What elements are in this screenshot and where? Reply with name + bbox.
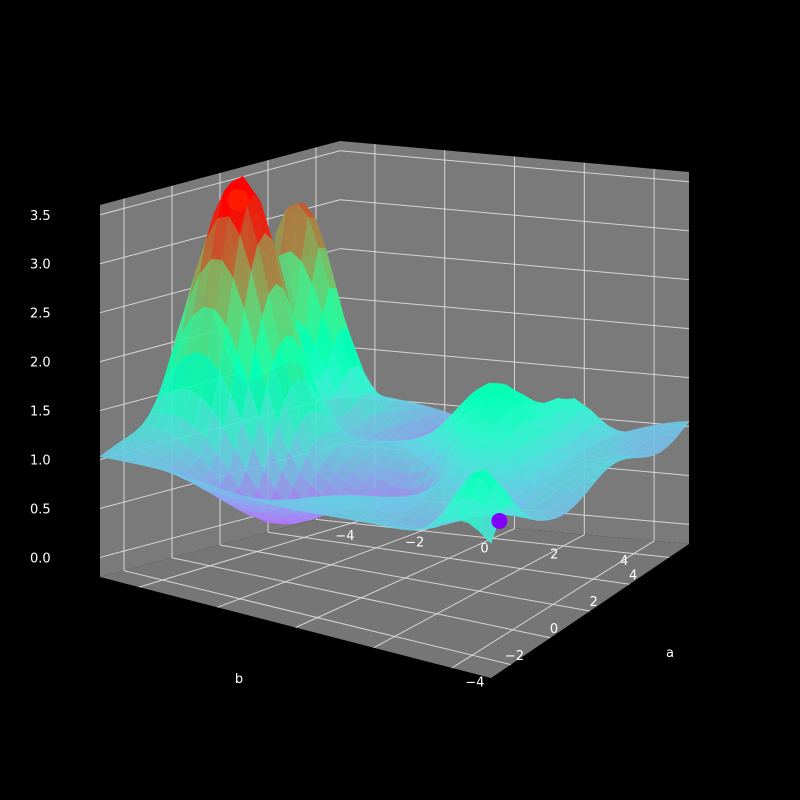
y-tick-label: 4	[620, 554, 628, 569]
x-tick-label: −4	[465, 676, 484, 691]
z-tick-label: 3.0	[30, 258, 51, 273]
y-tick-label: 0	[480, 542, 488, 557]
y-tick-label: 2	[550, 548, 558, 563]
grid-line-29	[339, 297, 690, 330]
x-tick-label: 0	[550, 622, 558, 637]
y-tick-label: −2	[405, 535, 424, 550]
z-tick-label: 0.5	[30, 502, 51, 517]
x-axis-label: b	[235, 672, 243, 687]
z-tick-label: 2.0	[30, 356, 51, 371]
grid-line-27	[339, 346, 690, 379]
x-tick-label: 4	[629, 568, 637, 583]
x-tick-label: −2	[505, 649, 524, 664]
y-tick-label: −4	[335, 529, 354, 544]
z-tick-label: 3.5	[30, 209, 51, 224]
extrema-markers	[227, 188, 508, 529]
grid-line-17	[451, 540, 655, 669]
grid-line-35	[339, 150, 690, 183]
z-tick-label: 1.5	[30, 405, 51, 420]
z-tick-label: 2.5	[30, 307, 51, 322]
maximum-marker	[227, 188, 250, 211]
minimum-marker	[491, 512, 508, 529]
grid-line-12	[267, 531, 630, 585]
z-tick-label: 0.0	[30, 551, 51, 566]
grid-line-13	[373, 534, 585, 649]
grid-line-9	[295, 528, 515, 628]
tick-labels: −4 −2 0 2 4 −4 −2 0 2 4 0.0 0.5 1.0 1.5 2.0 2.5 3.0 3.5	[30, 209, 637, 691]
x-tick-label: 2	[589, 595, 597, 610]
surface-mesh	[99, 175, 690, 544]
grid-line-31	[339, 248, 690, 281]
grid-line-33	[339, 199, 690, 232]
z-tick-label: 1.0	[30, 454, 51, 469]
grid-line-34	[99, 150, 341, 216]
y-axis-label: a	[666, 646, 674, 661]
